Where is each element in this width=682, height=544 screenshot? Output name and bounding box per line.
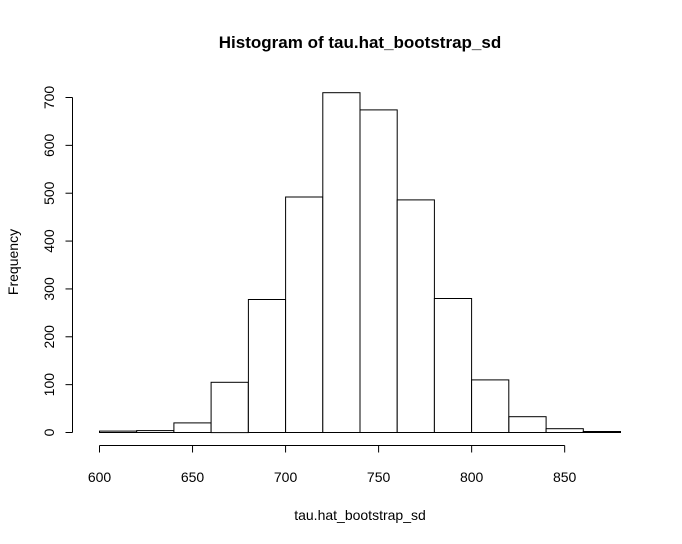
y-tick-label: 600 bbox=[41, 133, 57, 157]
x-tick-label: 800 bbox=[460, 469, 484, 485]
histogram-bar bbox=[359, 109, 398, 434]
histogram-bar bbox=[545, 428, 584, 434]
x-tick-label: 850 bbox=[553, 469, 577, 485]
x-tick-label: 600 bbox=[88, 469, 112, 485]
x-tick-label: 750 bbox=[367, 469, 391, 485]
histogram-bar bbox=[247, 299, 287, 433]
x-tick-label: 700 bbox=[274, 469, 298, 485]
x-axis: 600 650 700 750 800 850 bbox=[88, 445, 577, 485]
histogram-bar bbox=[99, 430, 138, 434]
chart-title: Histogram of tau.hat_bootstrap_sd bbox=[219, 33, 501, 52]
y-tick-label: 300 bbox=[41, 277, 57, 301]
y-tick-label: 500 bbox=[41, 181, 57, 205]
histogram-bar bbox=[322, 92, 361, 433]
y-tick-label: 200 bbox=[41, 325, 57, 349]
y-tick-label: 100 bbox=[41, 373, 57, 397]
histogram-bar bbox=[136, 430, 175, 434]
y-axis-label: Frequency bbox=[5, 229, 21, 295]
y-tick-label: 0 bbox=[41, 428, 57, 436]
histogram-bar bbox=[285, 196, 324, 433]
y-axis: 0 100 200 300 400 500 600 700 bbox=[41, 86, 73, 436]
y-tick-label: 400 bbox=[41, 229, 57, 253]
histogram-bar bbox=[582, 431, 621, 433]
x-axis-label: tau.hat_bootstrap_sd bbox=[294, 507, 426, 523]
histogram-bar bbox=[471, 379, 510, 433]
histogram-bar bbox=[210, 381, 249, 434]
histogram-bar bbox=[433, 298, 473, 433]
x-tick-label: 650 bbox=[181, 469, 205, 485]
histogram-bar bbox=[173, 422, 212, 433]
y-tick-label: 700 bbox=[41, 86, 57, 110]
histogram-bar bbox=[396, 199, 435, 433]
histogram-bar bbox=[508, 416, 547, 434]
bars-group bbox=[99, 92, 621, 434]
